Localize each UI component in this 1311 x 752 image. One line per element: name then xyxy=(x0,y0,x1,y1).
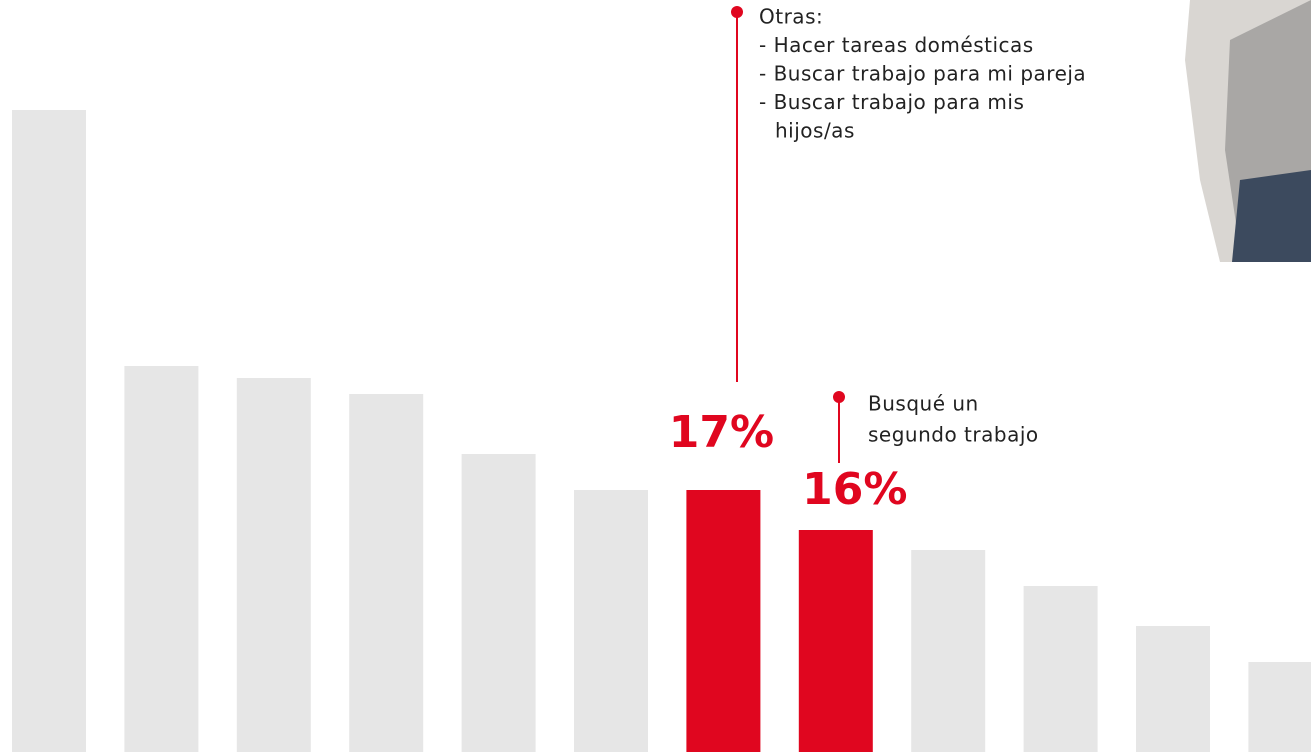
annotation-text: segundo trabajo xyxy=(868,423,1039,447)
bar xyxy=(1023,586,1098,752)
bar xyxy=(686,490,761,752)
annotation-text: - Hacer tareas domésticas xyxy=(759,33,1034,57)
bar xyxy=(12,110,86,752)
value-label: 17% xyxy=(669,407,774,458)
photo xyxy=(1185,0,1311,262)
bar xyxy=(1248,662,1311,752)
bar xyxy=(349,394,424,752)
bar xyxy=(124,366,199,752)
value-label: 16% xyxy=(802,464,907,515)
annotation-dot xyxy=(833,391,845,403)
annotation-text: hijos/as xyxy=(775,119,855,143)
annotation-text: Busqué un xyxy=(868,392,979,416)
bar xyxy=(1136,626,1210,752)
annotation-text: - Buscar trabajo para mi pareja xyxy=(759,62,1086,86)
bar xyxy=(236,378,311,752)
bar xyxy=(461,454,536,752)
bar xyxy=(574,490,648,752)
bar xyxy=(911,550,986,752)
annotation-text: Otras: xyxy=(759,5,823,29)
annotation-text: - Buscar trabajo para mis xyxy=(759,90,1024,114)
bar xyxy=(798,530,873,752)
annotation-dot xyxy=(731,6,743,18)
